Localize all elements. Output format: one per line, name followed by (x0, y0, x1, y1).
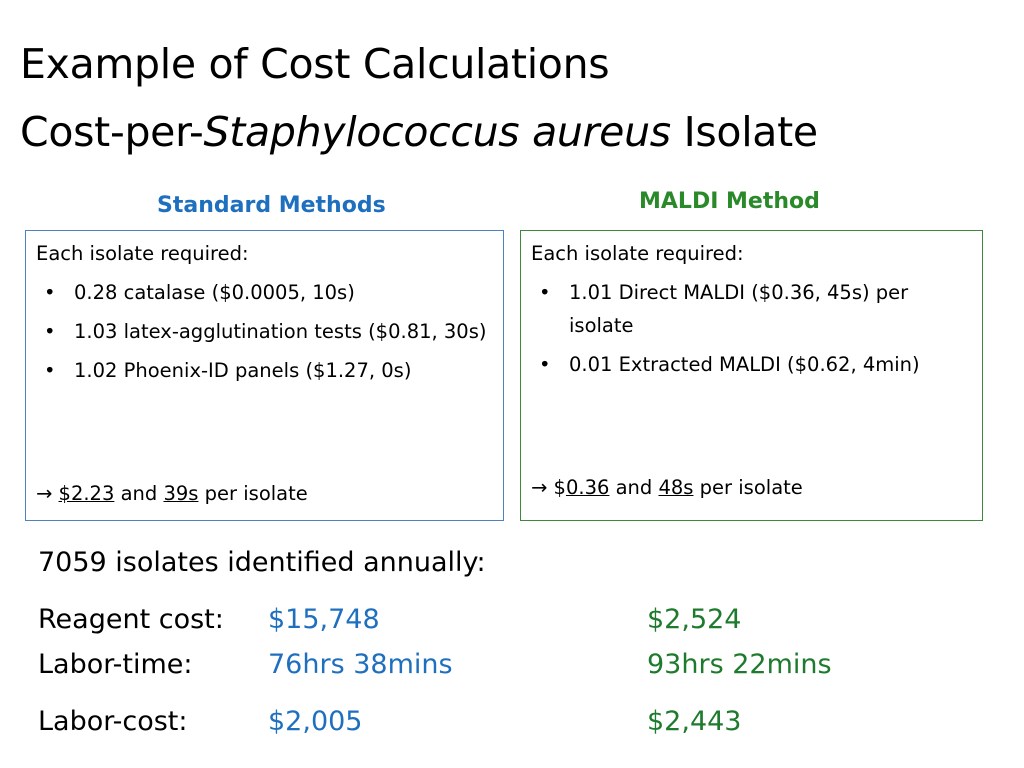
bullet-icon: • (44, 359, 56, 382)
subtitle-prefix: Cost-per- (20, 108, 204, 156)
standard-methods-box: Each isolate required: • 0.28 catalase ($… (25, 230, 504, 521)
standard-labor-cost: $2,005 (268, 706, 363, 737)
summary-and: and (120, 482, 158, 505)
maldi-method-box: Each isolate required: • 1.01 Direct MALD… (520, 230, 983, 521)
cost-prefix: $ (553, 476, 566, 499)
standard-intro: Each isolate required: (36, 242, 249, 265)
standard-summary: → $2.23 and 39s per isolate (36, 477, 308, 510)
maldi-intro: Each isolate required: (531, 242, 744, 265)
reagent-cost-label: Reagent cost: (38, 604, 224, 635)
bullet-icon: • (44, 281, 56, 304)
summary-and: and (615, 476, 653, 499)
maldi-cost-per-isolate: 0.36 (565, 476, 610, 499)
bullet-icon: • (539, 281, 551, 304)
list-item-text: 0.01 Extracted MALDI ($0.62, 4min) (569, 353, 920, 376)
summary-suffix: per isolate (699, 476, 803, 499)
standard-reagent-cost: $15,748 (268, 604, 380, 635)
standard-cost-per-isolate: $2.23 (58, 482, 115, 505)
list-item: • 1.02 Phoenix-ID panels ($1.27, 0s) (36, 354, 493, 387)
maldi-method-heading: MALDI Method (639, 189, 820, 214)
list-item-text: 1.02 Phoenix-ID panels ($1.27, 0s) (74, 359, 412, 382)
standard-time-per-isolate: 39s (163, 482, 199, 505)
slide-title: Example of Cost Calculations (20, 40, 610, 88)
labor-cost-label: Labor-cost: (38, 706, 188, 737)
slide-subtitle: Cost-per-Staphylococcus aureus Isolate (20, 108, 818, 156)
bullet-icon: • (44, 320, 56, 343)
standard-labor-time: 76hrs 38mins (268, 649, 453, 680)
arrow-icon: → (531, 476, 548, 499)
maldi-summary: → $0.36 and 48s per isolate (531, 471, 803, 504)
labor-time-label: Labor-time: (38, 649, 193, 680)
maldi-time-per-isolate: 48s (658, 476, 694, 499)
list-item: • 1.01 Direct MALDI ($0.36, 45s) per isol… (531, 276, 972, 342)
maldi-bullet-list: • 1.01 Direct MALDI ($0.36, 45s) per isol… (531, 276, 972, 381)
annual-isolates-text: 7059 isolates identified annually: (38, 547, 486, 578)
subtitle-suffix: Isolate (670, 108, 819, 156)
list-item: • 1.03 latex-agglutination tests ($0.81, … (36, 315, 493, 348)
maldi-labor-time: 93hrs 22mins (647, 649, 832, 680)
list-item: • 0.28 catalase ($0.0005, 10s) (36, 276, 493, 309)
subtitle-organism: Staphylococcus aureus (203, 108, 672, 156)
maldi-reagent-cost: $2,524 (647, 604, 742, 635)
list-item: • 0.01 Extracted MALDI ($0.62, 4min) (531, 348, 972, 381)
standard-bullet-list: • 0.28 catalase ($0.0005, 10s) • 1.03 late… (36, 276, 493, 387)
bullet-icon: • (539, 353, 551, 376)
arrow-icon: → (36, 482, 53, 505)
maldi-labor-cost: $2,443 (647, 706, 742, 737)
list-item-text: 1.01 Direct MALDI ($0.36, 45s) per isola… (569, 281, 909, 337)
standard-methods-heading: Standard Methods (157, 193, 386, 218)
summary-suffix: per isolate (204, 482, 308, 505)
list-item-text: 0.28 catalase ($0.0005, 10s) (74, 281, 355, 304)
list-item-text: 1.03 latex-agglutination tests ($0.81, 3… (74, 320, 487, 343)
